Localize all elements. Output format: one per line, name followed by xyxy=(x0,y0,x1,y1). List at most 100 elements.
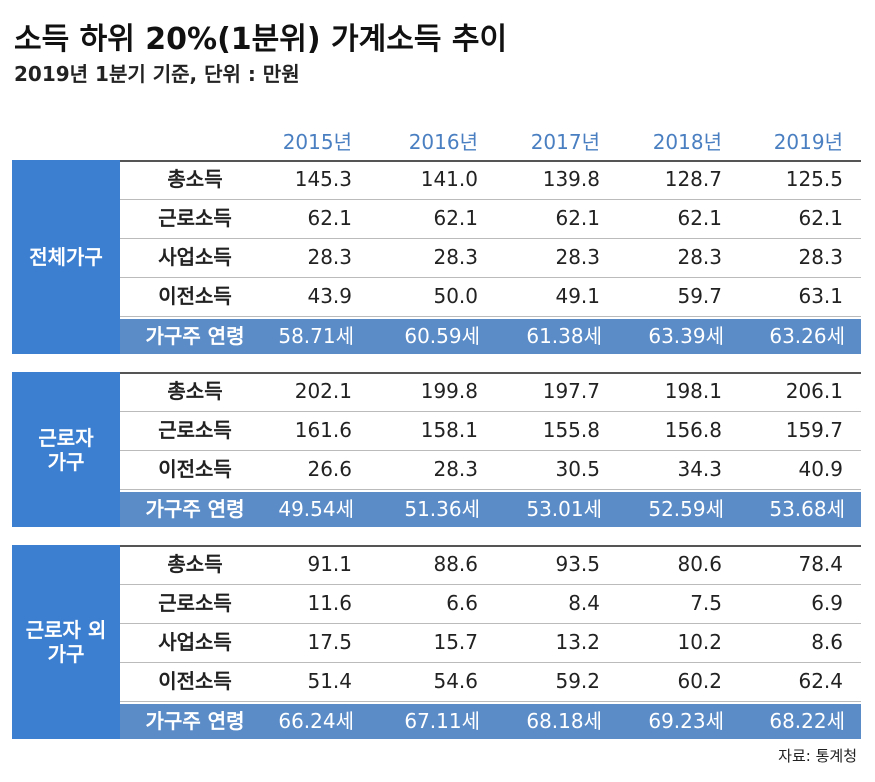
value-cell: 125.5 xyxy=(785,167,843,191)
value-cell: 34.3 xyxy=(677,457,722,481)
value-cell: 15.7 xyxy=(433,630,478,654)
row-line xyxy=(120,623,861,624)
value-cell: 28.3 xyxy=(677,245,722,269)
row-line xyxy=(120,450,861,451)
age-label: 가구주 연령 xyxy=(145,497,245,521)
column-header: 2016년 xyxy=(408,130,478,154)
group-label-box: 전체가구 xyxy=(12,160,120,354)
value-cell: 13.2 xyxy=(555,630,600,654)
value-cell: 51.4 xyxy=(307,669,352,693)
value-cell: 139.8 xyxy=(542,167,600,191)
column-header: 2018년 xyxy=(652,130,722,154)
age-value: 61.38세 xyxy=(526,324,602,348)
row-line xyxy=(120,199,861,200)
value-cell: 155.8 xyxy=(542,418,600,442)
age-label: 가구주 연령 xyxy=(145,324,245,348)
value-cell: 10.2 xyxy=(677,630,722,654)
value-cell: 28.3 xyxy=(433,245,478,269)
row-label: 총소득 xyxy=(167,167,223,191)
row-label: 이전소득 xyxy=(158,457,232,481)
value-cell: 28.3 xyxy=(798,245,843,269)
row-label: 사업소득 xyxy=(158,245,232,269)
value-cell: 62.1 xyxy=(555,206,600,230)
age-value: 69.23세 xyxy=(648,709,724,733)
row-line xyxy=(120,316,861,317)
row-line xyxy=(120,584,861,585)
source: 자료: 통계청 xyxy=(778,747,857,765)
age-value: 51.36세 xyxy=(404,497,480,521)
title: 소득 하위 20%(1분위) 가계소득 추이 xyxy=(14,22,508,57)
value-cell: 145.3 xyxy=(294,167,352,191)
age-value: 49.54세 xyxy=(278,497,354,521)
value-cell: 6.9 xyxy=(811,591,843,615)
subtitle: 2019년 1분기 기준, 단위 : 만원 xyxy=(14,62,300,86)
age-value: 66.24세 xyxy=(278,709,354,733)
value-cell: 202.1 xyxy=(294,379,352,403)
value-cell: 62.1 xyxy=(433,206,478,230)
age-value: 58.71세 xyxy=(278,324,354,348)
value-cell: 93.5 xyxy=(555,552,600,576)
value-cell: 78.4 xyxy=(798,552,843,576)
age-value: 53.01세 xyxy=(526,497,602,521)
age-value: 60.59세 xyxy=(404,324,480,348)
group-label: 전체가구 xyxy=(29,245,103,269)
row-label: 총소득 xyxy=(167,379,223,403)
value-cell: 26.6 xyxy=(307,457,352,481)
value-cell: 40.9 xyxy=(798,457,843,481)
row-line xyxy=(120,277,861,278)
value-cell: 59.7 xyxy=(677,284,722,308)
column-header: 2019년 xyxy=(773,130,843,154)
age-value: 67.11세 xyxy=(404,709,480,733)
value-cell: 50.0 xyxy=(433,284,478,308)
column-header: 2015년 xyxy=(282,130,352,154)
group-border xyxy=(120,372,861,374)
group-label-box: 근로자 외 가구 xyxy=(12,545,120,739)
row-label: 이전소득 xyxy=(158,669,232,693)
group-border xyxy=(120,160,861,162)
row-line xyxy=(120,662,861,663)
value-cell: 7.5 xyxy=(690,591,722,615)
value-cell: 54.6 xyxy=(433,669,478,693)
value-cell: 8.6 xyxy=(811,630,843,654)
value-cell: 158.1 xyxy=(420,418,478,442)
age-value: 63.39세 xyxy=(648,324,724,348)
value-cell: 59.2 xyxy=(555,669,600,693)
age-value: 52.59세 xyxy=(648,497,724,521)
value-cell: 199.8 xyxy=(420,379,478,403)
group-label: 근로자 외 xyxy=(25,618,107,642)
group-label-box: 근로자 가구 xyxy=(12,372,120,527)
value-cell: 17.5 xyxy=(307,630,352,654)
value-cell: 62.1 xyxy=(307,206,352,230)
value-cell: 91.1 xyxy=(307,552,352,576)
value-cell: 28.3 xyxy=(555,245,600,269)
group-label: 근로자 xyxy=(38,425,94,450)
value-cell: 206.1 xyxy=(785,379,843,403)
column-header: 2017년 xyxy=(530,130,600,154)
value-cell: 62.1 xyxy=(677,206,722,230)
row-label: 총소득 xyxy=(167,552,223,576)
value-cell: 11.6 xyxy=(307,591,352,615)
value-cell: 43.9 xyxy=(307,284,352,308)
row-line xyxy=(120,489,861,490)
row-label: 이전소득 xyxy=(158,284,232,308)
age-value: 53.68세 xyxy=(769,497,845,521)
age-row-bg xyxy=(120,492,861,527)
row-line xyxy=(120,238,861,239)
age-row-bg xyxy=(120,319,861,354)
value-cell: 62.4 xyxy=(798,669,843,693)
value-cell: 28.3 xyxy=(433,457,478,481)
value-cell: 197.7 xyxy=(542,379,600,403)
age-value: 68.18세 xyxy=(526,709,602,733)
value-cell: 159.7 xyxy=(785,418,843,442)
value-cell: 156.8 xyxy=(664,418,722,442)
value-cell: 88.6 xyxy=(433,552,478,576)
value-cell: 62.1 xyxy=(798,206,843,230)
row-label: 근로소득 xyxy=(158,591,232,615)
row-label: 근로소득 xyxy=(158,418,232,442)
value-cell: 8.4 xyxy=(568,591,600,615)
age-label: 가구주 연령 xyxy=(145,709,245,733)
age-value: 63.26세 xyxy=(769,324,845,348)
row-label: 근로소득 xyxy=(158,206,232,230)
value-cell: 60.2 xyxy=(677,669,722,693)
